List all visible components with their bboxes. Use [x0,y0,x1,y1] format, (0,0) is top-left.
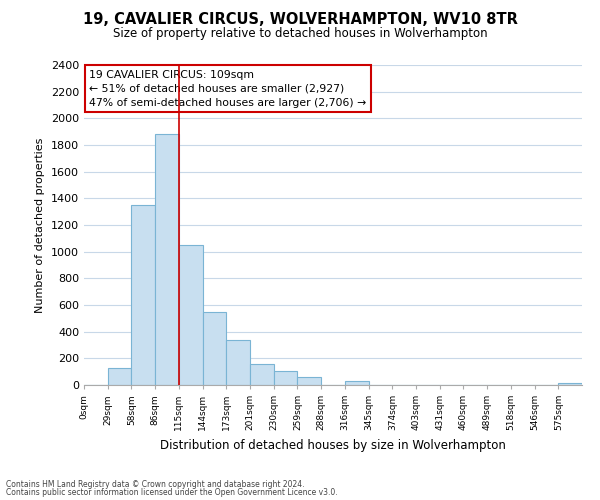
Bar [131,205,155,385]
Bar [155,134,179,385]
X-axis label: Distribution of detached houses by size in Wolverhampton: Distribution of detached houses by size … [160,438,506,452]
Text: 19 CAVALIER CIRCUS: 109sqm
← 51% of detached houses are smaller (2,927)
47% of s: 19 CAVALIER CIRCUS: 109sqm ← 51% of deta… [89,70,366,108]
Text: 19, CAVALIER CIRCUS, WOLVERHAMPTON, WV10 8TR: 19, CAVALIER CIRCUS, WOLVERHAMPTON, WV10… [83,12,517,28]
Bar [558,383,582,385]
Bar [108,368,131,385]
Y-axis label: Number of detached properties: Number of detached properties [35,138,46,312]
Text: Contains public sector information licensed under the Open Government Licence v3: Contains public sector information licen… [6,488,338,497]
Bar [179,245,203,385]
Bar [250,364,274,385]
Bar [203,312,226,385]
Bar [345,381,368,385]
Text: Size of property relative to detached houses in Wolverhampton: Size of property relative to detached ho… [113,28,487,40]
Bar [274,371,298,385]
Bar [298,377,321,385]
Text: Contains HM Land Registry data © Crown copyright and database right 2024.: Contains HM Land Registry data © Crown c… [6,480,305,489]
Bar [226,340,250,385]
